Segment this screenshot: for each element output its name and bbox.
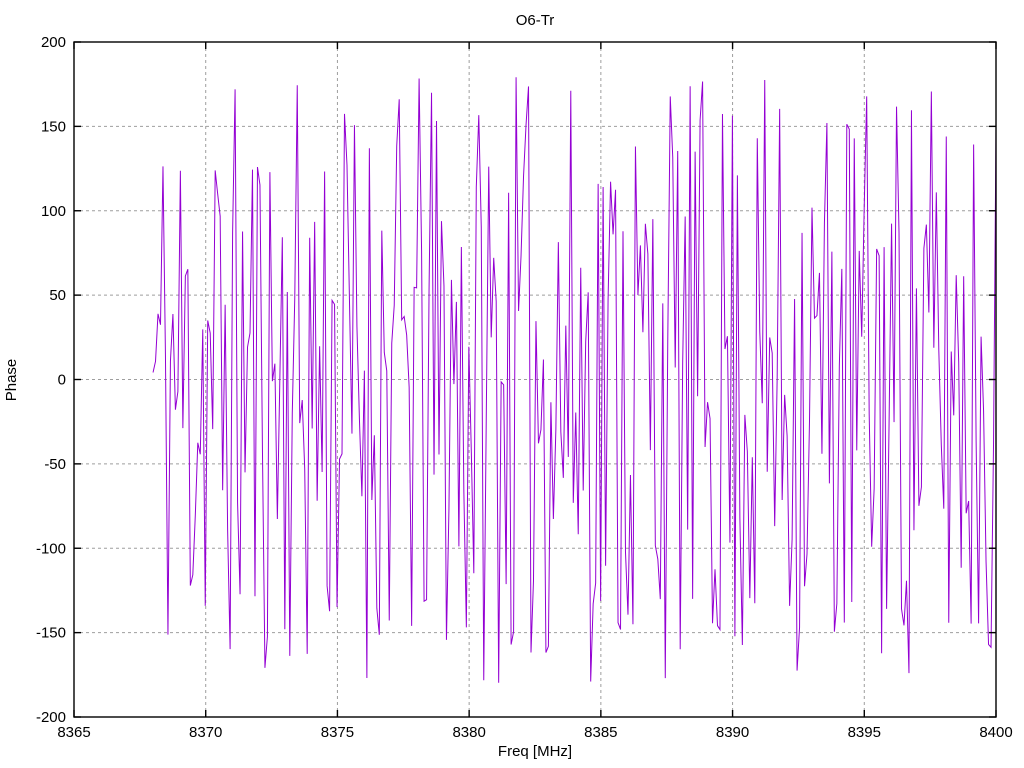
x-tick-label: 8375 bbox=[321, 724, 354, 741]
x-tick-label: 8370 bbox=[189, 724, 222, 741]
tick-labels: 8365 8370 8375 8380 8385 8390 8395 8400 -200 -150… bbox=[36, 34, 1013, 741]
x-tick-label: 8390 bbox=[716, 724, 749, 741]
plot-border bbox=[73, 41, 997, 718]
x-tick-label: 8385 bbox=[584, 724, 617, 741]
y-tick-label: -150 bbox=[36, 625, 66, 642]
y-tick-label: 0 bbox=[58, 372, 66, 389]
y-tick-label: -200 bbox=[36, 709, 66, 726]
x-tick-label: 8395 bbox=[848, 724, 881, 741]
chart-title: O6-Tr bbox=[516, 12, 555, 29]
y-tick-label: 200 bbox=[41, 34, 66, 51]
phase-trace bbox=[152, 77, 997, 683]
x-tick-label: 8400 bbox=[979, 724, 1012, 741]
x-tick-label: 8380 bbox=[452, 724, 485, 741]
y-tick-label: -50 bbox=[44, 456, 66, 473]
data-series bbox=[152, 77, 997, 683]
x-axis-label: Freq [MHz] bbox=[498, 743, 572, 760]
y-tick-label: 150 bbox=[41, 118, 66, 135]
x-tick-label: 8365 bbox=[57, 724, 90, 741]
y-axis-label: Phase bbox=[3, 359, 20, 402]
y-tick-label: -100 bbox=[36, 540, 66, 557]
y-tick-label: 50 bbox=[49, 287, 66, 304]
y-tick-label: 100 bbox=[41, 203, 66, 220]
